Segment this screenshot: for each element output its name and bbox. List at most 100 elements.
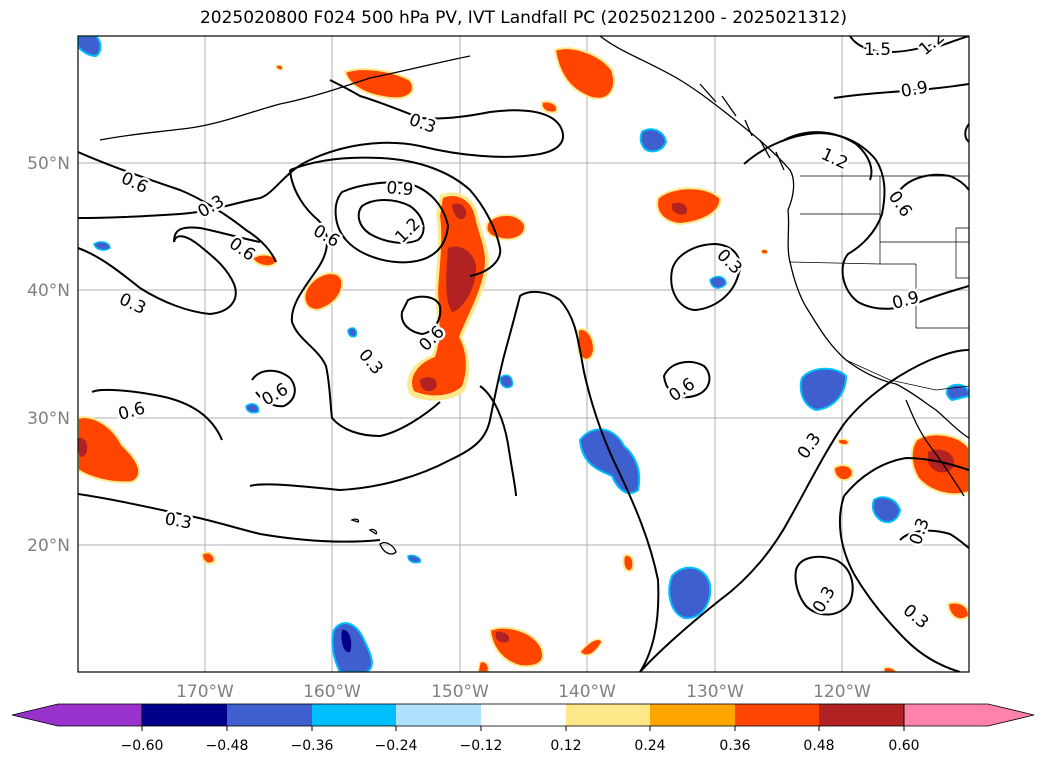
contour-label: 1.5 (864, 40, 891, 60)
colorbar-tick-label: 0.48 (803, 738, 834, 754)
lat-label: 20°N (27, 536, 70, 556)
contour-0.6-west-2 (173, 226, 261, 243)
warm-blob-small-10 (883, 666, 897, 672)
lon-label: 160°W (303, 682, 361, 702)
ivt-negative-regions (78, 36, 969, 672)
cool-blob-north (639, 128, 668, 153)
lat-label: 40°N (27, 281, 70, 301)
hawaii-islands (350, 518, 397, 555)
cool-blob-small-4 (93, 241, 111, 251)
colorbar-tick-label: −0.24 (375, 738, 418, 754)
ivt-positive-regions (78, 47, 969, 672)
lon-label: 150°W (431, 682, 489, 702)
lon-label: 140°W (558, 682, 616, 702)
colorbar-tick-label: −0.12 (460, 738, 503, 754)
chart-title: 2025020800 F024 500 hPa PV, IVT Landfall… (199, 8, 847, 28)
contour-0.3-se-loop (794, 555, 854, 616)
warm-blob-small-7 (622, 554, 635, 572)
contour-0.3-se (843, 456, 969, 497)
contour-0.6-mid (479, 385, 517, 497)
cool-core-sw (341, 629, 352, 653)
state-box (955, 227, 969, 279)
colorbar-bin (227, 704, 312, 726)
colorbar-tick-labels: −0.60 −0.48 −0.36 −0.24 −0.12 0.12 0.24 … (121, 738, 920, 754)
warm-blob-ne-pacific (656, 187, 722, 226)
warm-core-far-west (78, 437, 88, 457)
us-mexico-border (845, 359, 969, 391)
colorbar-outline (141, 703, 905, 727)
warm-blob-east-small (485, 213, 527, 241)
warm-blob-small-4 (832, 464, 854, 482)
contour-0.6-central (289, 169, 441, 438)
lon-label: 170°W (176, 682, 234, 702)
warm-blob-small-5 (837, 438, 850, 446)
contour-0.3-east-loop (670, 242, 741, 312)
warm-core-ne-pacific (671, 202, 688, 215)
lon-axis-labels: 170°W 160°W 150°W 140°W 130°W 120°W (176, 682, 871, 702)
colorbar-bin (481, 704, 566, 726)
colorbar-bin (312, 704, 396, 726)
contour-0.3-south (78, 493, 381, 543)
colorbar-ticks (141, 726, 905, 731)
contour-1.2 (357, 199, 425, 244)
contour-0.3-south-3 (559, 299, 660, 672)
contour-0.6-small (400, 295, 442, 336)
warm-blob-small-9 (477, 660, 490, 672)
contour-1.5 (849, 36, 947, 54)
warm-core-north (452, 203, 467, 220)
contour-0.3-north-2 (419, 109, 565, 158)
contour-1.2-corner (933, 36, 969, 49)
colorbar-under-arrow (11, 703, 143, 727)
state-line-1 (789, 241, 969, 265)
cool-blob-small-7 (129, 306, 144, 314)
warm-blob-small-12 (760, 249, 769, 255)
cool-blob-south (668, 566, 712, 620)
contour-0.6-central-2 (289, 156, 502, 277)
contour-0.3-far-se (899, 529, 969, 549)
warm-blob-small-6 (200, 551, 216, 565)
contour-0.9 (334, 181, 450, 264)
coastlines (99, 36, 969, 555)
state-line-3 (915, 264, 969, 329)
contour-0.6-sw (91, 388, 223, 441)
cool-blob-small-3 (245, 403, 260, 414)
contour-label: 0.9 (386, 178, 415, 200)
warm-blob-far-west (78, 416, 141, 484)
na-west-coast (599, 36, 969, 439)
cool-blob-small-6 (407, 554, 422, 564)
warm-blob-gulf (553, 47, 615, 100)
contour-0.6-ne (899, 173, 969, 191)
colorbar-tick-label: 0.36 (719, 738, 750, 754)
contour-1.2-ne (783, 131, 873, 181)
colorbar-tick-label: −0.36 (291, 738, 334, 754)
cool-blob-nw (78, 36, 102, 58)
lat-label: 30°N (27, 409, 70, 429)
warm-core-central (446, 246, 477, 312)
warm-core-south-2 (495, 631, 510, 643)
warm-blob-alaska (343, 68, 414, 100)
contour-0.3-se-2 (838, 495, 961, 672)
cool-blob-small-2 (499, 374, 514, 389)
cool-blob-east (799, 367, 848, 412)
warm-core-south (420, 377, 437, 392)
warm-blob-small-11 (275, 64, 283, 71)
colorbar-bin (396, 704, 481, 726)
warm-blob-small-8 (578, 638, 603, 656)
contour-0.6-loop (251, 369, 296, 408)
contour-0.9-ne (833, 83, 969, 99)
borders (789, 175, 969, 391)
lon-label: 130°W (686, 682, 744, 702)
contour-0.3-eastern (639, 349, 969, 672)
contour-0.3-north (78, 141, 421, 219)
contour-0.9-east (743, 132, 969, 310)
contour-0.3-north-3 (329, 79, 421, 119)
lat-axis-labels: 50°N 40°N 30°N 20°N (27, 154, 70, 556)
colorbar-tick-label: −0.48 (206, 738, 249, 754)
cool-blob-east-edge (945, 383, 969, 402)
contour-0.6-nw (78, 151, 277, 263)
colorbar-bin (735, 704, 819, 726)
colorbar-tick-label: 0.12 (550, 738, 581, 754)
cool-blob-se (871, 496, 902, 524)
contour-edge (964, 123, 969, 143)
